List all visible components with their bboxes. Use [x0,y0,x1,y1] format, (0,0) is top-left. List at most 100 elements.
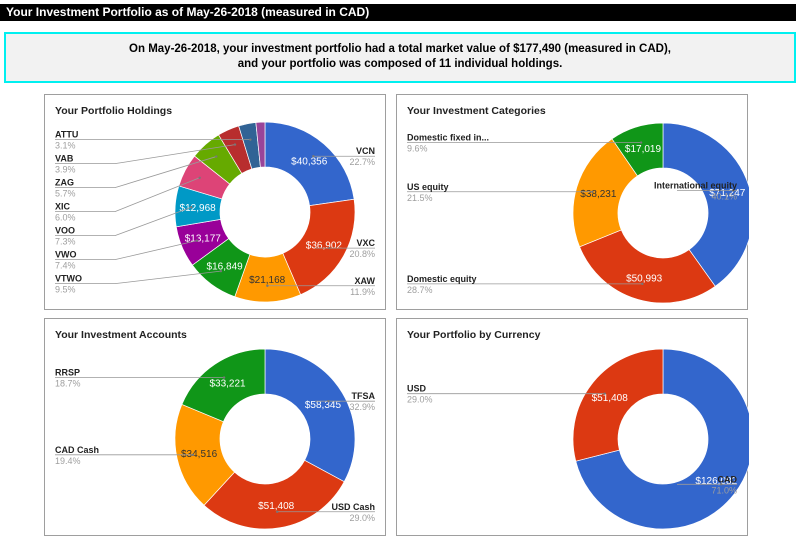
leader-dot [312,155,315,158]
summary-line-1: On May-26-2018, your investment portfoli… [129,43,671,55]
leader-dot [249,138,252,141]
legend-label-percent: 18.7% [55,379,81,389]
slice-value-label: $71,247 [709,188,746,199]
leader-line [55,270,221,285]
slice-value-label: $40,356 [291,157,328,168]
accounts-chart-panel: Your Investment Accounts $58,345 $51,408 $… [44,318,386,536]
leader-dot [195,239,199,242]
legend-label-percent: 9.5% [55,285,76,295]
leader-dot [215,155,218,158]
legend-label-percent: 21.5% [407,193,433,203]
legend-label-percent: 9.6% [407,144,428,154]
pie-slice-vcn[interactable] [264,121,355,207]
slice-value-label: $33,221 [209,378,246,389]
holdings-chart-panel: Your Portfolio Holdings $40,356 $36,902 $2… [44,94,386,310]
legend-label-percent: 71.0% [711,485,737,495]
pie-slice-tfsa[interactable] [264,348,356,483]
portfolio-summary: On May-26-2018, your investment portfoli… [4,32,796,83]
leader-dot [639,141,643,144]
slice-value-label: $58,345 [305,400,342,411]
chart-title: Your Portfolio Holdings [55,105,173,117]
slice-value-label: $51,408 [258,501,295,512]
pie-slice-domestic-equity[interactable] [579,229,716,304]
currency-chart-panel: Your Portfolio by Currency $126,082 $51,4… [396,318,749,536]
leader-dot [191,453,195,457]
legend-label-percent: 3.1% [55,141,76,151]
pie-slice-domestic-fixed-in-[interactable] [611,122,664,177]
leader-line [55,240,198,261]
leader-line [55,206,192,237]
legend-label-name: ATTU [55,130,78,140]
legend-label-name: VAB [55,154,74,164]
legend-label-name: VXC [356,238,375,248]
legend-label-percent: 5.7% [55,189,76,199]
legend-label-name: USD Cash [331,502,375,512]
slice-value-label: $38,231 [580,189,617,200]
leader-dot [233,143,237,146]
leader-line [55,156,217,189]
pie-slice-other[interactable] [255,121,266,168]
leader-dot [720,483,723,486]
legend-label-name: ZAG [55,178,74,188]
leader-dot [328,246,331,250]
leader-dot [222,376,226,379]
chart-title: Your Investment Categories [407,105,546,117]
leader-dot [219,269,223,273]
slice-value-label: $17,019 [625,144,662,155]
leader-dot [732,189,735,192]
chart-title: Your Investment Accounts [55,329,187,341]
legend-label-name: TFSA [352,391,376,401]
categories-chart-panel: Your Investment Categories $71,247 $50,99… [396,94,749,310]
leader-dot [198,176,201,179]
slice-value-label: $50,993 [626,273,663,284]
chart-title: Your Portfolio by Currency [407,329,541,341]
slice-value-label: $36,902 [306,241,343,252]
summary-line-2: and your portfolio was composed of 11 in… [237,58,563,70]
slice-value-label: $34,516 [181,449,218,460]
leader-dot [266,284,269,287]
legend-label-percent: 7.4% [55,261,76,271]
slice-value-label: $21,168 [249,275,286,286]
legend-label-name: Domestic fixed in... [407,133,489,143]
leader-dot [190,206,193,209]
legend-label-percent: 6.0% [55,213,76,223]
legend-label-percent: 29.0% [407,395,433,405]
legend-label-percent: 29.0% [349,513,375,523]
legend-label-name: USD [407,384,427,394]
holdings-donut-chart: $40,356 $36,902 $21,168 $16,849 $13,177 $12,9… [55,121,375,303]
legend-label-percent: 22.7% [349,157,375,167]
pie-slice-us-equity[interactable] [572,138,638,248]
legend-label-percent: 7.3% [55,237,76,247]
legend-label-percent: 32.9% [349,402,375,412]
legend-label-name: RRSP [55,368,80,378]
legend-label-name: International equity [654,181,737,191]
legend-label-name: VCN [356,146,375,156]
legend-label-percent: 20.8% [349,249,375,259]
leader-dot [327,399,330,403]
legend-label-name: Domestic equity [407,274,477,284]
legend-label-percent: 19.4% [55,456,81,466]
legend-label-name: VTWO [55,274,82,284]
leader-dot [591,190,594,193]
legend-label-name: XIC [55,202,71,212]
legend-label-name: CAD Cash [55,445,99,455]
pie-slice-rrsp[interactable] [181,348,266,423]
legend-label-percent: 11.9% [350,287,375,297]
pie-slice-international-equity[interactable] [662,122,749,287]
legend-label-name: US equity [407,182,449,192]
slice-value-label: $16,849 [207,262,244,273]
leader-line [55,177,200,213]
legend-label-percent: 28.7% [407,285,433,295]
leader-dot [276,510,279,513]
legend-label-name: VOO [55,226,75,236]
slice-value-label: $126,082 [695,476,737,487]
legend-label-name: VWO [55,250,77,260]
leader-line [55,144,236,165]
slice-value-label: $12,968 [180,203,217,214]
pie-slice-usd[interactable] [572,348,664,462]
legend-label-name: XAW [354,276,375,286]
leader-dot [603,392,606,395]
categories-donut-chart: $71,247 $50,993 $38,231 $17,019 Domestic fix… [407,122,749,304]
